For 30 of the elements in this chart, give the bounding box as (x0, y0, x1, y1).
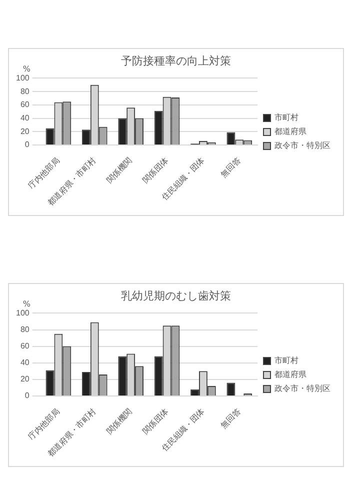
y-axis-title: % (22, 299, 31, 308)
x-tick-label: 関係団体 (141, 406, 170, 436)
legend-label: 市町村 (274, 356, 298, 366)
legend-label: 都道府県 (274, 127, 306, 136)
x-tick-label: 庁内他部局 (26, 156, 62, 191)
y-tick-label: 60 (20, 342, 30, 351)
x-tick-label: 無回答 (219, 406, 242, 430)
x-tick-label: 関係団体 (141, 156, 170, 185)
y-tick-label: 60 (20, 100, 30, 110)
y-tick-label: 0 (24, 140, 30, 150)
legend-label: 市町村 (274, 113, 298, 122)
chart-title: 予防接種率の向上対策 (121, 54, 231, 68)
legend-label: 都道府県 (274, 370, 306, 380)
y-tick-label: 100 (16, 308, 30, 318)
x-tick-label: 関係機関 (104, 156, 134, 185)
x-tick-label: 庁内他部局 (26, 406, 62, 442)
y-tick-label: 0 (24, 391, 30, 400)
legend-label: 政令市・特別区 (274, 384, 330, 394)
y-tick-label: 40 (20, 358, 30, 368)
legend-label: 政令市・特別区 (274, 141, 330, 150)
y-axis-title: % (22, 64, 31, 74)
chart-title: 乳幼児期のむし歯対策 (121, 290, 231, 303)
x-tick-label: 関係機関 (104, 406, 134, 436)
y-tick-label: 20 (20, 126, 30, 136)
y-tick-label: 20 (20, 374, 30, 384)
y-tick-label: 80 (20, 324, 30, 334)
y-tick-label: 40 (20, 113, 30, 122)
x-tick-label: 無回答 (219, 156, 242, 180)
y-tick-label: 100 (16, 73, 30, 82)
y-tick-label: 80 (20, 86, 30, 96)
